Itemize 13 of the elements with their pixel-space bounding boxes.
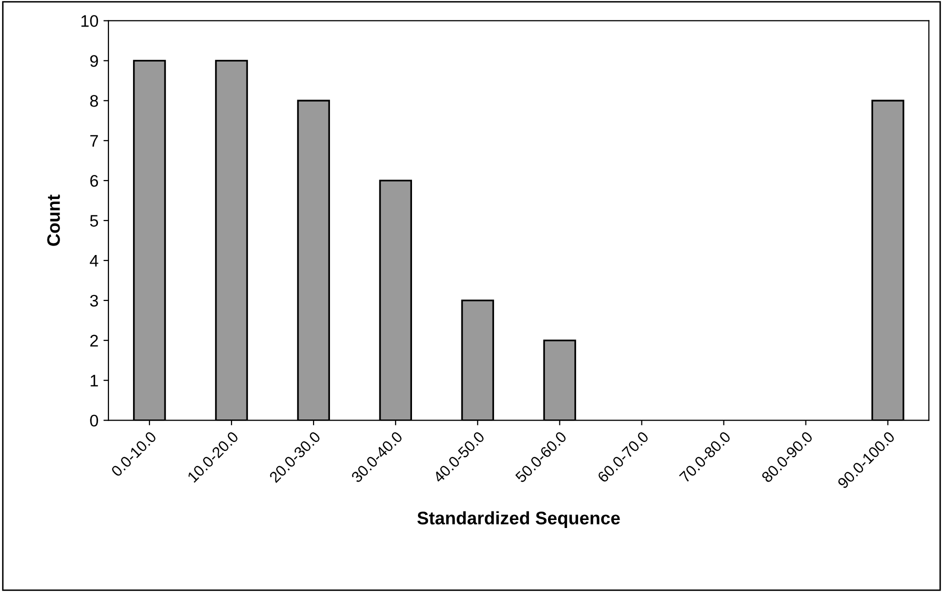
- y-tick-label: 6: [90, 174, 98, 187]
- y-axis-title: Count: [47, 194, 60, 246]
- y-tick-label: 9: [90, 55, 98, 67]
- y-tick-label: 2: [90, 334, 98, 346]
- y-tick-label: 4: [90, 255, 98, 267]
- y-tick-label: 1: [90, 374, 98, 386]
- y-tick-label: 8: [90, 95, 98, 107]
- y-tick-label: 5: [90, 215, 98, 227]
- x-axis-title: Standardized Sequence: [417, 511, 620, 528]
- y-tick-label: 3: [90, 294, 98, 307]
- y-tick-label: 0: [90, 414, 98, 427]
- y-tick-label: 10: [81, 15, 98, 27]
- y-tick-label: 7: [90, 135, 98, 147]
